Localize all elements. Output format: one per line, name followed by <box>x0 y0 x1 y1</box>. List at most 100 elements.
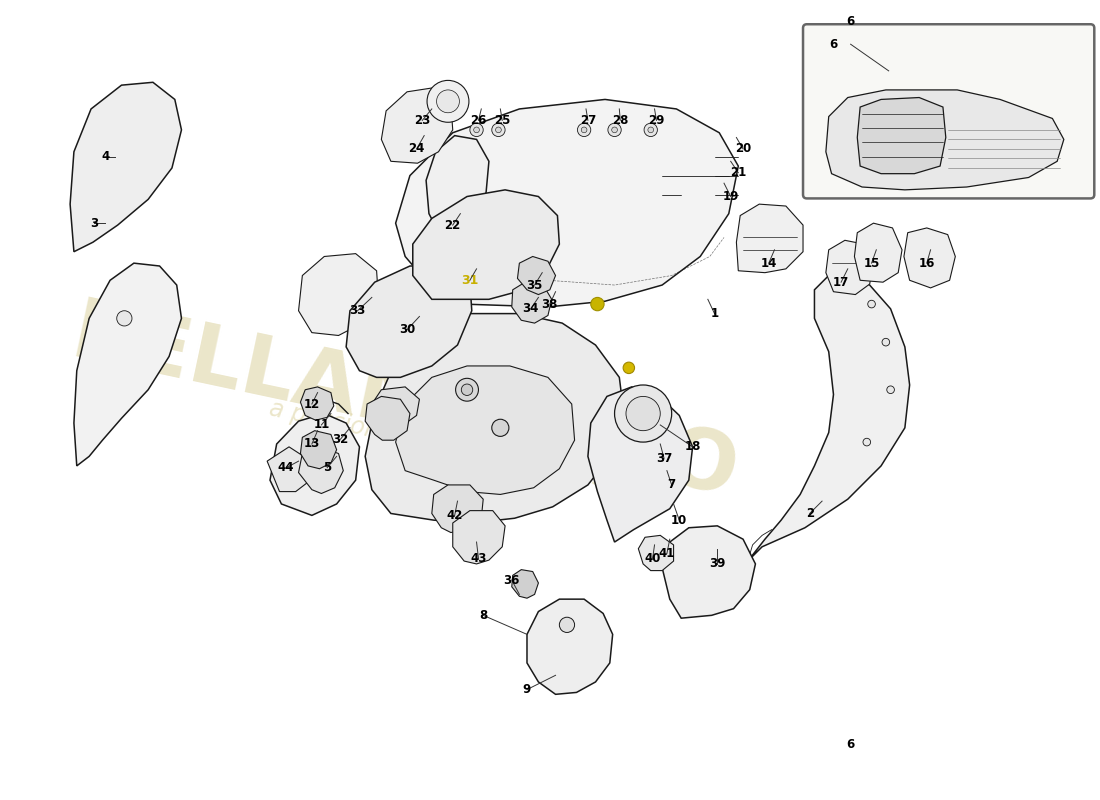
Polygon shape <box>412 190 560 299</box>
Text: 42: 42 <box>447 509 463 522</box>
Text: 6: 6 <box>847 738 855 751</box>
Polygon shape <box>638 535 673 570</box>
Circle shape <box>626 397 660 430</box>
Circle shape <box>427 80 469 122</box>
Text: 35: 35 <box>527 278 542 291</box>
FancyBboxPatch shape <box>803 24 1094 198</box>
Text: 33: 33 <box>350 304 365 318</box>
Circle shape <box>492 419 509 436</box>
Polygon shape <box>298 447 343 494</box>
Circle shape <box>648 127 653 133</box>
Text: 30: 30 <box>399 323 415 336</box>
Circle shape <box>474 127 480 133</box>
Circle shape <box>645 123 658 137</box>
Circle shape <box>591 298 604 310</box>
Text: 18: 18 <box>684 440 701 454</box>
Text: 10: 10 <box>671 514 688 526</box>
Text: 25: 25 <box>494 114 510 127</box>
Polygon shape <box>826 240 873 294</box>
Circle shape <box>608 123 622 137</box>
Text: 13: 13 <box>304 438 320 450</box>
Text: 5: 5 <box>323 462 331 474</box>
Text: 36: 36 <box>504 574 520 586</box>
Text: 26: 26 <box>471 114 486 127</box>
Polygon shape <box>662 526 756 618</box>
Polygon shape <box>270 414 360 515</box>
Text: 7: 7 <box>668 478 675 491</box>
Polygon shape <box>857 98 946 174</box>
Text: BELLANCAUTO: BELLANCAUTO <box>65 294 746 514</box>
Polygon shape <box>453 510 505 564</box>
Circle shape <box>578 123 591 137</box>
Polygon shape <box>965 102 1060 126</box>
Polygon shape <box>300 430 337 469</box>
Circle shape <box>560 618 574 633</box>
Text: 24: 24 <box>408 142 425 155</box>
Text: 38: 38 <box>541 298 558 310</box>
Polygon shape <box>74 263 182 466</box>
Text: 40: 40 <box>645 552 661 565</box>
Circle shape <box>455 378 478 401</box>
Polygon shape <box>372 387 419 425</box>
Text: 23: 23 <box>415 114 430 127</box>
Circle shape <box>496 127 502 133</box>
Polygon shape <box>300 387 333 420</box>
Circle shape <box>623 362 635 374</box>
Polygon shape <box>904 228 955 288</box>
Text: 4: 4 <box>101 150 110 163</box>
Polygon shape <box>365 397 410 440</box>
Polygon shape <box>512 282 552 323</box>
Text: 11: 11 <box>314 418 330 431</box>
Polygon shape <box>298 254 378 335</box>
Circle shape <box>581 127 587 133</box>
Polygon shape <box>587 387 693 542</box>
Text: 43: 43 <box>471 552 486 565</box>
Text: 37: 37 <box>656 452 672 465</box>
Text: 29: 29 <box>648 114 664 127</box>
Text: 6: 6 <box>847 15 855 28</box>
Text: 17: 17 <box>833 276 849 289</box>
Circle shape <box>437 90 460 113</box>
Polygon shape <box>527 599 613 694</box>
Text: 41: 41 <box>659 547 675 560</box>
Polygon shape <box>517 257 556 294</box>
Circle shape <box>117 310 132 326</box>
Text: 12: 12 <box>304 398 320 410</box>
Text: 2: 2 <box>805 507 814 520</box>
Polygon shape <box>365 314 624 523</box>
Polygon shape <box>432 485 483 533</box>
Text: a passion for Ferrari since 1985: a passion for Ferrari since 1985 <box>267 396 638 498</box>
Circle shape <box>461 384 473 395</box>
Polygon shape <box>382 88 453 163</box>
Polygon shape <box>346 266 472 378</box>
Polygon shape <box>855 223 902 282</box>
Text: 19: 19 <box>723 190 739 203</box>
Text: 16: 16 <box>918 257 935 270</box>
Text: 32: 32 <box>332 433 349 446</box>
Polygon shape <box>512 570 538 598</box>
Text: 14: 14 <box>760 257 777 270</box>
Text: 28: 28 <box>612 114 628 127</box>
Text: 6: 6 <box>829 38 837 50</box>
Polygon shape <box>748 273 910 561</box>
Text: 31: 31 <box>461 274 478 286</box>
Circle shape <box>612 127 617 133</box>
Text: 21: 21 <box>730 166 747 179</box>
Text: 27: 27 <box>580 114 596 127</box>
Circle shape <box>470 123 483 137</box>
Text: 8: 8 <box>480 609 487 622</box>
Text: 39: 39 <box>710 558 726 570</box>
Text: 22: 22 <box>444 218 461 231</box>
Polygon shape <box>267 447 308 491</box>
Polygon shape <box>396 99 738 307</box>
Text: 44: 44 <box>278 462 295 474</box>
Circle shape <box>868 300 876 308</box>
Polygon shape <box>736 204 803 273</box>
Text: 15: 15 <box>864 257 880 270</box>
Polygon shape <box>426 136 488 238</box>
Circle shape <box>492 123 505 137</box>
Circle shape <box>864 438 870 446</box>
Circle shape <box>882 338 890 346</box>
Polygon shape <box>826 90 1064 190</box>
Polygon shape <box>396 366 574 494</box>
